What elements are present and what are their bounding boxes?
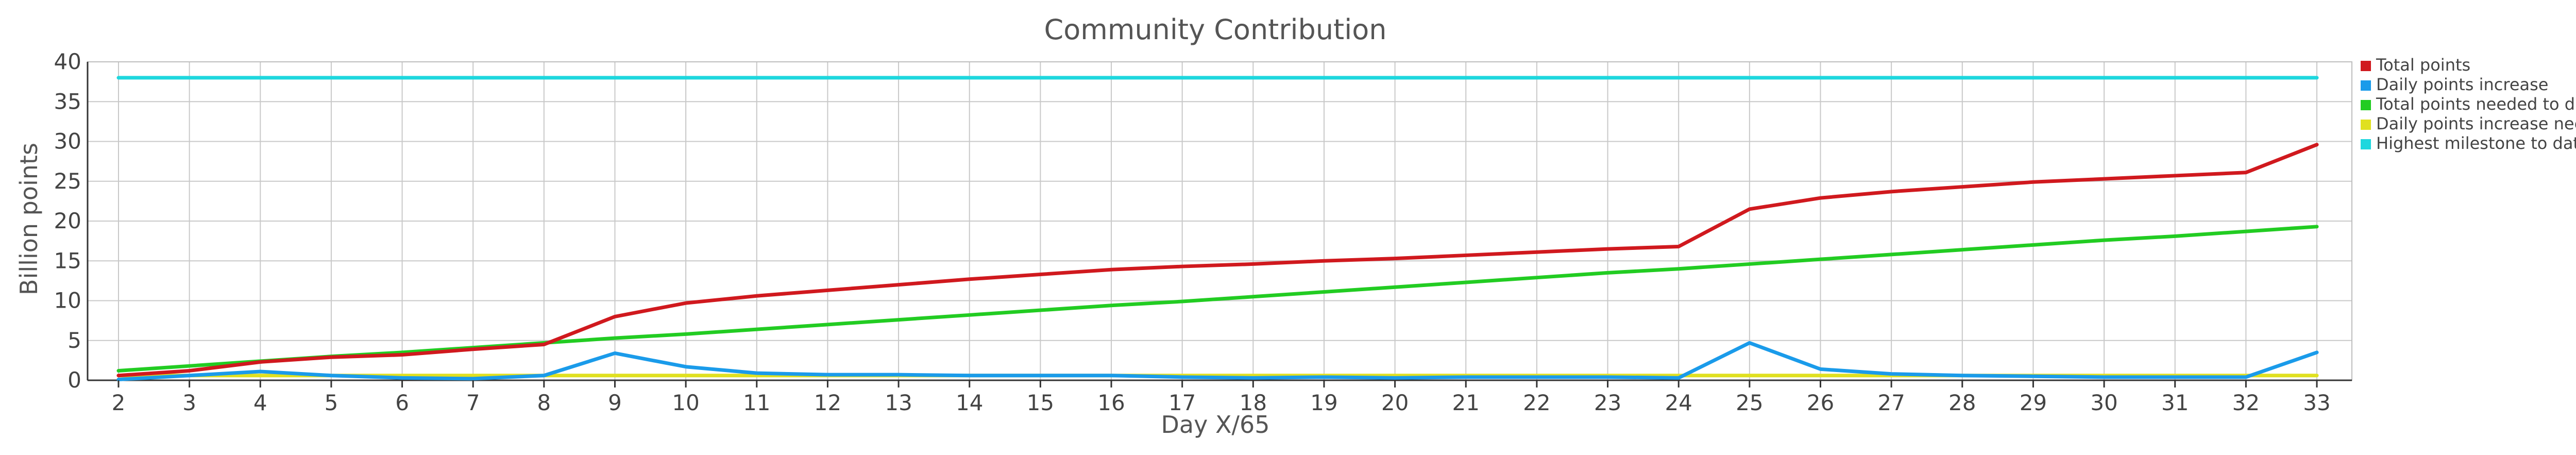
x-tick-label: 13 [885, 390, 912, 415]
x-tick-label: 15 [1027, 390, 1054, 415]
x-tick-label: 31 [2161, 390, 2189, 415]
y-tick-label: 10 [54, 288, 81, 313]
legend-label: Daily points increase needed [2376, 114, 2576, 133]
legend-swatch [2361, 80, 2371, 91]
legend-swatch [2361, 120, 2371, 130]
grid [87, 61, 2352, 381]
x-tick-label: 4 [253, 390, 267, 415]
x-tick-label: 26 [1807, 390, 1834, 415]
y-axis-label: Billion points [15, 143, 43, 295]
x-tick-label: 7 [466, 390, 480, 415]
y-tick-label: 35 [54, 89, 81, 114]
x-tick-label: 25 [1736, 390, 1763, 415]
x-tick-label: 28 [1948, 390, 1976, 415]
x-tick-label: 21 [1452, 390, 1480, 415]
x-tick-label: 8 [537, 390, 551, 415]
x-tick-label: 20 [1381, 390, 1409, 415]
x-tick-label: 16 [1097, 390, 1125, 415]
x-tick-label: 29 [2020, 390, 2047, 415]
x-tick-label: 5 [325, 390, 338, 415]
x-tick-label: 14 [956, 390, 983, 415]
legend-label: Daily points increase [2376, 75, 2548, 94]
x-tick-label: 2 [112, 390, 126, 415]
x-tick-label: 22 [1523, 390, 1550, 415]
legend-swatch [2361, 100, 2371, 110]
x-tick-label: 17 [1168, 390, 1196, 415]
y-tick-label: 30 [54, 129, 81, 154]
y-tick-label: 20 [54, 208, 81, 233]
chart-title: Community Contribution [1044, 13, 1387, 46]
x-tick-label: 10 [672, 390, 699, 415]
series-lines [116, 76, 2319, 381]
legend-swatch [2361, 61, 2371, 71]
x-tick-label: 18 [1240, 390, 1267, 415]
y-tick-label: 25 [54, 168, 81, 194]
x-tick-label: 24 [1665, 390, 1692, 415]
x-tick-label: 3 [182, 390, 196, 415]
x-tick-label: 27 [1877, 390, 1905, 415]
legend-label: Total points [2376, 55, 2470, 75]
x-tick-label: 19 [1310, 390, 1337, 415]
x-tick-label: 30 [2090, 390, 2117, 415]
y-tick-label: 0 [67, 367, 81, 393]
x-tick-label: 12 [814, 390, 841, 415]
x-tick-label: 9 [608, 390, 622, 415]
x-tick-label: 33 [2303, 390, 2330, 415]
x-tick-label: 23 [1594, 390, 1621, 415]
y-tick-label: 40 [54, 49, 81, 74]
series-line-total-points [116, 143, 2319, 378]
x-tick-label: 11 [743, 390, 770, 415]
legend-label: Highest milestone to date [2376, 133, 2576, 153]
series-line-total-points-needed-to-date [116, 225, 2319, 373]
y-tick-label: 5 [67, 328, 81, 353]
legend-label: Total points needed to date [2376, 94, 2576, 114]
y-tick-label: 15 [54, 248, 81, 273]
series-line-daily-points-increase [116, 341, 2319, 381]
x-axis-label: Day X/65 [1161, 411, 1270, 439]
x-tick-label: 6 [395, 390, 409, 415]
legend-swatch [2361, 139, 2371, 149]
x-tick-label: 32 [2232, 390, 2260, 415]
